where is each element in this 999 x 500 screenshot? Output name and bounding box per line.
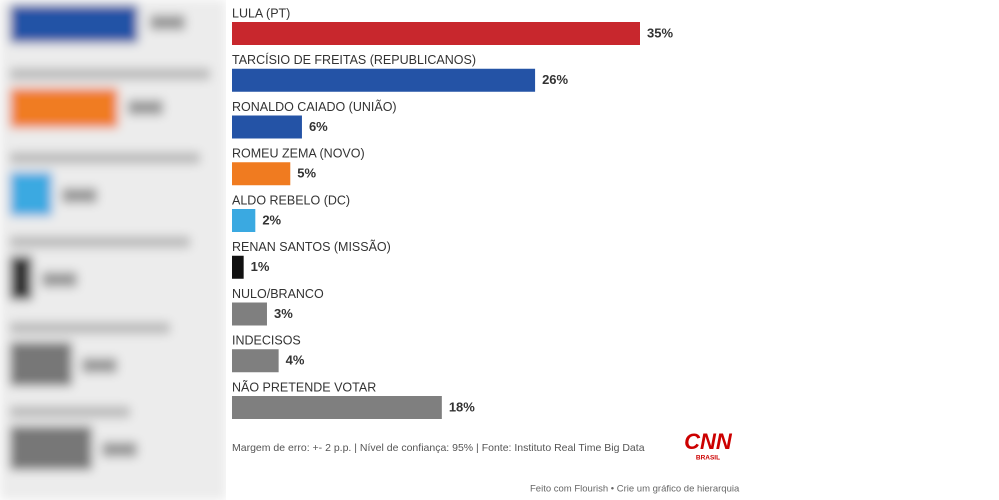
blur-text [10, 406, 130, 418]
category-label: ROMEU ZEMA (NOVO) [232, 147, 365, 161]
category-label: LULA (PT) [232, 6, 290, 20]
category-label: ALDO REBELO (DC) [232, 193, 350, 207]
category-label: NULO/BRANCO [232, 287, 324, 301]
value-label: 1% [251, 259, 270, 274]
bar [232, 349, 279, 373]
value-label: 18% [449, 399, 475, 414]
category-label: TARCÍSIO DE FREITAS (REPUBLICANOS) [232, 52, 476, 67]
value-label: 6% [309, 119, 328, 134]
blurred-background [0, 0, 226, 500]
blur-text [10, 322, 170, 334]
blur-text [42, 272, 77, 287]
blur-text [150, 15, 185, 30]
logo: CNN [684, 429, 733, 454]
bar [232, 22, 640, 45]
logo-sub: BRASIL [696, 455, 720, 462]
bar [232, 396, 442, 419]
value-label: 3% [274, 306, 293, 321]
category-label: RONALDO CAIADO (UNIÃO) [232, 100, 397, 114]
credit[interactable]: Feito com Flourish • Crie um gráfico de … [530, 484, 740, 495]
blur-bar [10, 5, 138, 43]
bar [232, 302, 267, 326]
source-note: Margem de erro: +- 2 p.p. | Nível de con… [232, 442, 645, 454]
blur-bar [10, 256, 32, 300]
value-label: 4% [286, 353, 305, 368]
value-label: 2% [262, 212, 281, 227]
blur-text [10, 236, 190, 248]
bar [232, 162, 291, 186]
blur-bar [10, 426, 92, 470]
bar [232, 115, 302, 139]
category-label: NÃO PRETENDE VOTAR [232, 380, 376, 394]
bar [232, 209, 256, 232]
blur-text [102, 442, 137, 457]
blur-bar [10, 88, 118, 128]
blur-text [82, 358, 117, 373]
blur-bar [10, 342, 72, 386]
bar [232, 255, 244, 279]
blur-text [10, 68, 210, 80]
blur-bar [10, 172, 52, 216]
bar [232, 68, 536, 92]
category-label: RENAN SANTOS (MISSÃO) [232, 240, 391, 254]
blur-text [10, 152, 200, 164]
category-label: INDECISOS [232, 334, 301, 348]
value-label: 5% [297, 166, 316, 181]
blur-text [62, 188, 97, 203]
blur-text [128, 100, 163, 115]
value-label: 26% [542, 72, 568, 87]
value-label: 35% [647, 25, 673, 40]
